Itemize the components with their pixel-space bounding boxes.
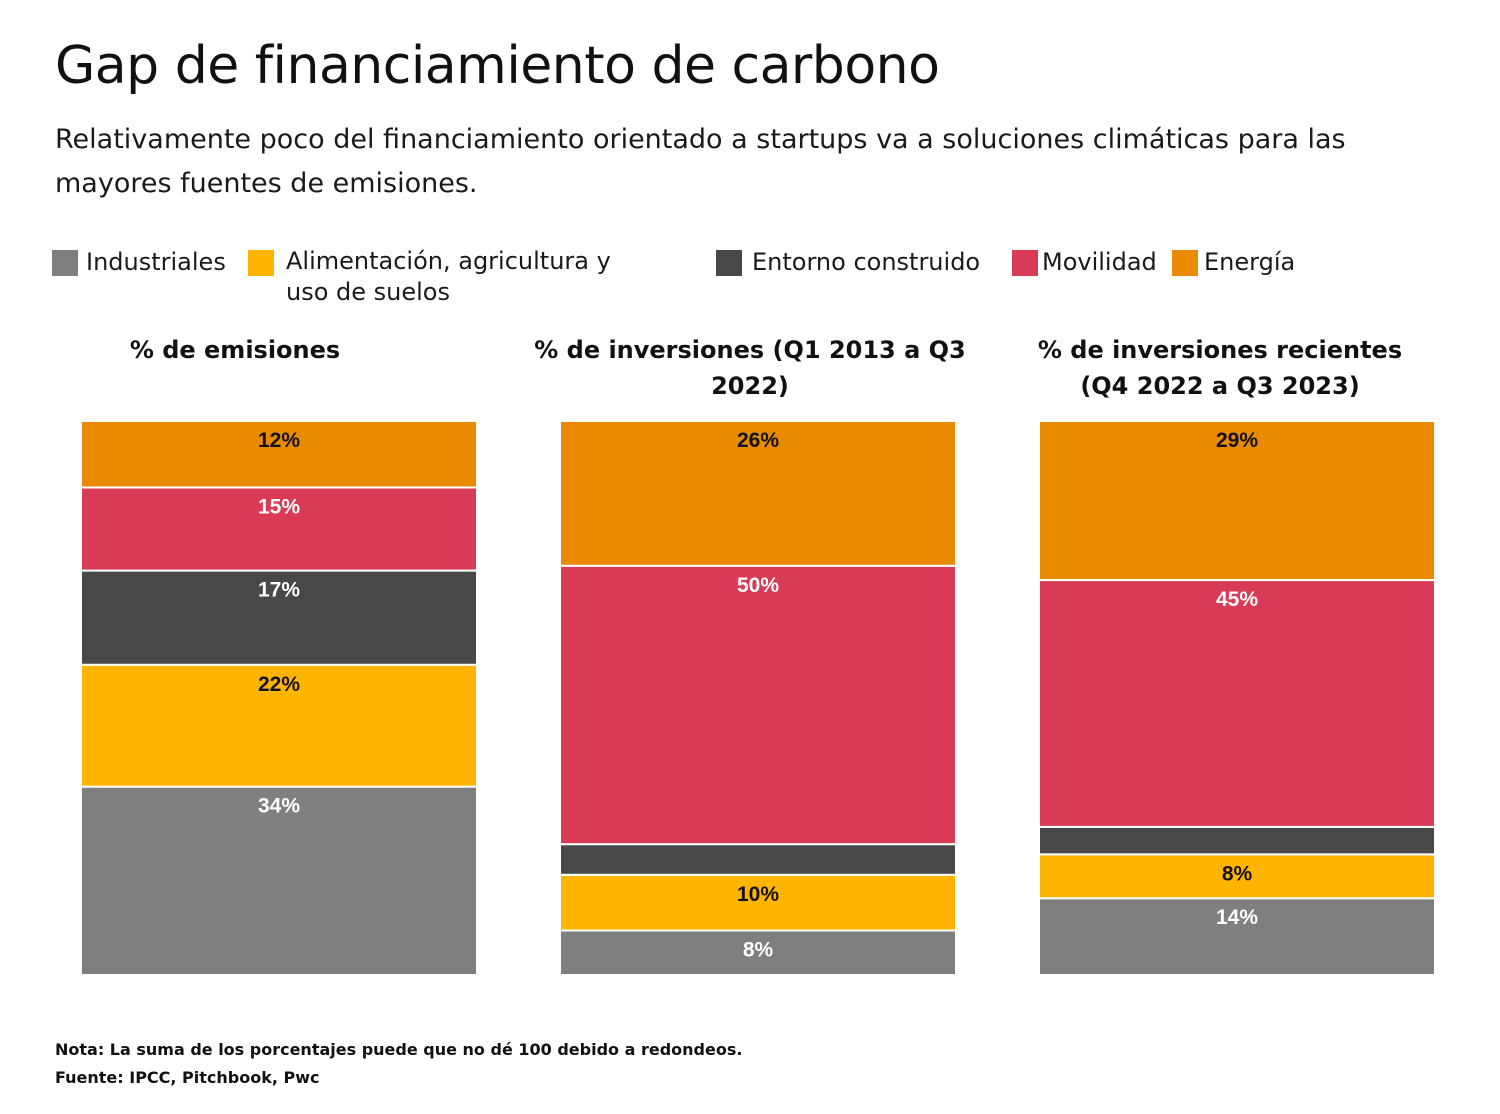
data-label: 15% <box>258 495 300 518</box>
bar-segment <box>559 873 957 932</box>
legend-label: Energía <box>1204 248 1296 276</box>
bar-segment <box>559 843 957 876</box>
footnote-fuente: Fuente: IPCC, Pitchbook, Pwc <box>55 1068 320 1087</box>
chart-subtitle: Relativamente poco del financiamiento or… <box>55 124 1346 199</box>
data-label: 8% <box>743 938 774 961</box>
data-label: 45% <box>1216 588 1258 611</box>
bar-segment <box>1038 897 1436 977</box>
bar-segment <box>559 564 957 846</box>
bar-segment <box>80 486 478 572</box>
data-label: 8% <box>1222 862 1253 885</box>
legend: Industriales Alimentación, agricultura y… <box>52 246 1452 316</box>
legend-label: Entorno construido <box>752 248 981 276</box>
data-label: 14% <box>1216 906 1258 929</box>
bar-segment <box>80 785 478 977</box>
bar-segment <box>559 929 957 976</box>
legend-swatch-industriales <box>52 250 78 276</box>
data-label: 26% <box>737 429 779 452</box>
data-label: 10% <box>737 883 779 906</box>
bar-segment <box>80 569 478 666</box>
bar-segment <box>1038 825 1436 856</box>
bar-segment <box>80 420 478 489</box>
bar-segment <box>559 420 957 567</box>
data-label: 29% <box>1216 429 1258 452</box>
bar-segment <box>1038 853 1436 900</box>
data-label: 12% <box>258 429 300 452</box>
panel-title-inversiones: % de inversiones (Q1 2013 a Q3 2022) <box>534 336 966 400</box>
footnote-nota: Nota: La suma de los porcentajes puede q… <box>55 1040 743 1059</box>
data-label: 50% <box>737 574 779 597</box>
panel-title-emisiones: % de emisiones <box>129 336 341 364</box>
bar-segment <box>80 663 478 788</box>
bar-segment <box>1038 420 1436 582</box>
panel-title-inversiones-recientes: % de inversiones recientes (Q4 2022 a Q3… <box>1037 336 1403 400</box>
legend-swatch-entorno <box>716 250 742 276</box>
legend-label: Movilidad <box>1042 248 1157 276</box>
chart-title: Gap de financiamiento de carbono <box>55 36 940 96</box>
data-label: 22% <box>258 673 300 696</box>
bar-segment <box>1038 579 1436 828</box>
legend-swatch-movilidad <box>1012 250 1038 276</box>
legend-swatch-alimentacion <box>248 250 274 276</box>
legend-label: Industriales <box>86 248 226 276</box>
data-label: 17% <box>258 579 300 602</box>
legend-swatch-energia <box>1172 250 1198 276</box>
legend-label: Alimentación, agricultura y uso de suelo… <box>286 247 611 306</box>
data-label: 34% <box>258 795 300 818</box>
